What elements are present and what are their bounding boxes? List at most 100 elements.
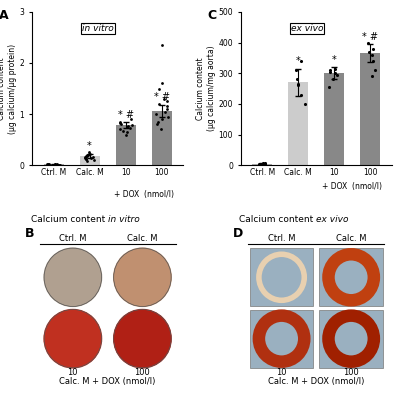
Point xyxy=(56,162,63,168)
Point xyxy=(55,162,62,168)
Point xyxy=(294,81,301,87)
Text: + DOX  (nmol/l): + DOX (nmol/l) xyxy=(114,190,174,199)
Point xyxy=(83,156,89,162)
Point xyxy=(158,116,165,122)
Point xyxy=(164,98,170,105)
Text: *: * xyxy=(332,55,337,65)
Point xyxy=(372,67,378,73)
Point xyxy=(88,155,94,161)
Text: 10: 10 xyxy=(276,368,287,377)
Point xyxy=(330,76,336,83)
Point xyxy=(82,154,89,161)
Point xyxy=(156,85,162,92)
Text: ex vivo: ex vivo xyxy=(291,24,323,33)
Bar xyxy=(288,83,308,165)
Point xyxy=(298,58,304,64)
FancyBboxPatch shape xyxy=(250,248,313,307)
Point xyxy=(124,124,130,130)
Point xyxy=(160,96,167,102)
Point xyxy=(334,71,341,78)
Text: Calc. M + DOX (nmol/l): Calc. M + DOX (nmol/l) xyxy=(268,377,364,386)
Point xyxy=(332,66,338,72)
Point xyxy=(56,162,63,168)
Text: D: D xyxy=(233,227,244,240)
Point xyxy=(155,101,162,107)
Point xyxy=(262,160,268,166)
Point xyxy=(258,161,264,167)
Point xyxy=(91,157,97,163)
Circle shape xyxy=(44,310,102,368)
Bar xyxy=(152,111,172,165)
Text: 100: 100 xyxy=(134,368,150,377)
Point xyxy=(294,76,300,83)
Point xyxy=(125,123,131,129)
Point xyxy=(52,161,58,167)
Point xyxy=(53,162,60,168)
Text: * #: * # xyxy=(118,110,134,120)
Text: Calcium content: Calcium content xyxy=(30,214,108,224)
Text: 10: 10 xyxy=(68,368,78,377)
Point xyxy=(124,129,130,135)
Point xyxy=(154,121,160,128)
Point xyxy=(369,52,375,58)
Text: Calc. M: Calc. M xyxy=(336,234,366,243)
Point xyxy=(84,158,90,164)
Bar xyxy=(44,164,64,165)
Point xyxy=(327,68,334,75)
Circle shape xyxy=(114,248,171,307)
Point xyxy=(116,126,123,133)
Point xyxy=(152,111,159,117)
FancyBboxPatch shape xyxy=(319,248,383,307)
Point xyxy=(84,152,90,159)
Point xyxy=(82,156,89,162)
Point xyxy=(128,122,135,128)
Y-axis label: Calcium content
(μg calcium/μg protein): Calcium content (μg calcium/μg protein) xyxy=(0,43,17,134)
Text: *: * xyxy=(296,56,301,66)
Point xyxy=(164,113,171,120)
Text: * #: * # xyxy=(362,32,378,41)
Point xyxy=(256,161,263,167)
Point xyxy=(82,154,88,160)
Point xyxy=(326,84,332,90)
Point xyxy=(85,151,91,158)
Point xyxy=(154,118,161,125)
Text: *: * xyxy=(87,141,92,151)
Point xyxy=(45,161,51,167)
Point xyxy=(86,150,92,157)
Point xyxy=(123,132,129,138)
Circle shape xyxy=(114,310,171,368)
Point xyxy=(164,103,170,110)
Bar xyxy=(116,125,136,165)
Text: C: C xyxy=(208,9,216,22)
Point xyxy=(128,116,135,122)
Point xyxy=(327,67,333,73)
Point xyxy=(370,58,376,64)
Point xyxy=(54,161,60,167)
Point xyxy=(46,162,52,168)
Point xyxy=(295,82,301,88)
Circle shape xyxy=(44,248,102,307)
Point xyxy=(370,45,376,52)
Point xyxy=(117,120,124,126)
Point xyxy=(301,101,308,107)
Point xyxy=(293,67,300,73)
Point xyxy=(164,106,170,112)
Text: Ctrl. M: Ctrl. M xyxy=(268,234,295,243)
Text: Calc. M: Calc. M xyxy=(127,234,158,243)
Text: ex vivo: ex vivo xyxy=(316,214,349,224)
FancyBboxPatch shape xyxy=(250,310,313,368)
Point xyxy=(87,151,93,157)
Point xyxy=(120,127,126,134)
Point xyxy=(86,149,92,156)
Point xyxy=(82,153,89,159)
Point xyxy=(118,121,124,128)
Point xyxy=(46,161,52,167)
Bar xyxy=(80,156,100,165)
Point xyxy=(84,152,90,158)
FancyBboxPatch shape xyxy=(319,310,383,368)
Text: * #: * # xyxy=(154,92,170,102)
Point xyxy=(262,161,268,167)
Bar xyxy=(360,53,380,165)
Text: A: A xyxy=(0,9,8,22)
Point xyxy=(260,160,266,167)
